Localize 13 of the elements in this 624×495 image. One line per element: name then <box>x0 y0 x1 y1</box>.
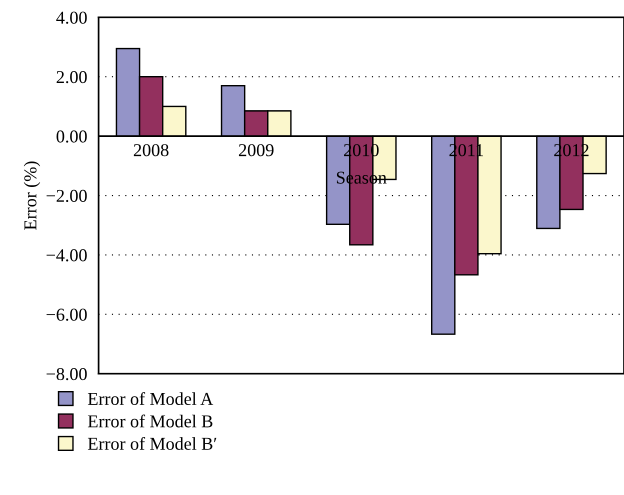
legend-label: Error of Model B <box>88 414 212 428</box>
legend-label: Error of Model B′ <box>88 436 216 450</box>
y-tick-label: −8.00 <box>46 368 87 380</box>
x-tick-label: 2008 <box>134 144 168 156</box>
y-axis-title: Error (%) <box>24 161 40 230</box>
y-tick-label: 4.00 <box>56 12 87 24</box>
y-tick-label: −6.00 <box>46 308 87 321</box>
y-tick-label: 0.00 <box>56 130 87 143</box>
y-tick-label: 2.00 <box>56 70 87 84</box>
y-tick-label: −2.00 <box>46 190 87 202</box>
legend-label: Error of Model A <box>88 392 214 405</box>
x-tick-label: 2009 <box>238 144 274 156</box>
y-tick-label: −4.00 <box>46 249 87 262</box>
